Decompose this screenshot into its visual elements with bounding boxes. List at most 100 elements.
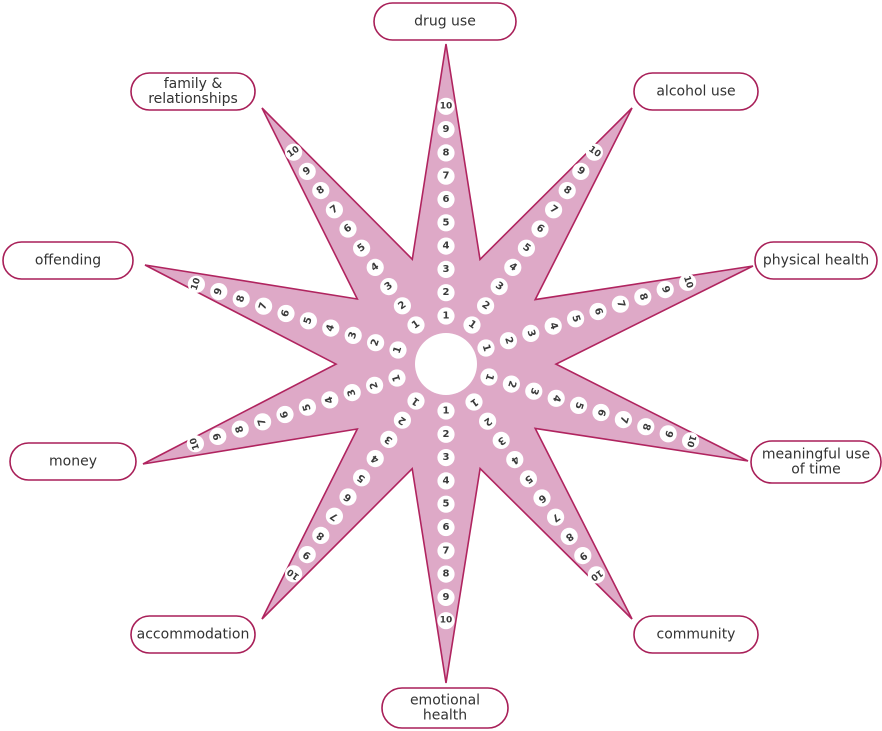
scale-point-emotional-health-6[interactable]: 6 <box>437 518 455 537</box>
scale-point-offending-3[interactable]: 3 <box>344 326 362 344</box>
scale-point-alcohol-use-6[interactable]: 6 <box>531 220 549 238</box>
scale-point-physical-health-1[interactable]: 1 <box>477 339 495 357</box>
scale-point-community-7[interactable]: 7 <box>547 508 565 526</box>
scale-point-meaningful-use-of-time-2[interactable]: 2 <box>502 375 520 393</box>
scale-point-meaningful-use-of-time-3[interactable]: 3 <box>525 382 543 400</box>
scale-point-alcohol-use-7[interactable]: 7 <box>545 201 563 219</box>
scale-point-family-relationships-8[interactable]: 8 <box>312 182 330 200</box>
scale-point-family-relationships-9[interactable]: 9 <box>298 162 316 180</box>
scale-point-drug-use-3[interactable]: 3 <box>437 260 455 278</box>
scale-point-drug-use-4[interactable]: 4 <box>437 237 455 255</box>
scale-point-family-relationships-1[interactable]: 1 <box>407 316 425 334</box>
scale-point-family-relationships-6[interactable]: 6 <box>339 220 357 238</box>
scale-point-money-1[interactable]: 1 <box>388 369 406 387</box>
scale-point-offending-5[interactable]: 5 <box>299 312 317 330</box>
scale-point-offending-10[interactable]: 10 <box>187 275 205 293</box>
scale-point-money-2[interactable]: 2 <box>366 376 384 394</box>
scale-point-emotional-health-3[interactable]: 3 <box>437 449 455 467</box>
scale-point-offending-8[interactable]: 8 <box>232 290 250 308</box>
scale-point-physical-health-6[interactable]: 6 <box>589 302 607 321</box>
scale-point-emotional-health-1[interactable]: 1 <box>437 402 455 420</box>
scale-point-community-5[interactable]: 5 <box>519 470 537 488</box>
scale-point-emotional-health-9[interactable]: 9 <box>437 588 455 606</box>
scale-point-family-relationships-3[interactable]: 3 <box>380 278 398 296</box>
scale-point-physical-health-3[interactable]: 3 <box>522 324 540 342</box>
scale-point-drug-use-8[interactable]: 8 <box>437 144 455 162</box>
scale-point-money-6[interactable]: 6 <box>276 405 294 424</box>
scale-point-meaningful-use-of-time-8[interactable]: 8 <box>637 418 655 436</box>
scale-point-community-10[interactable]: 10 <box>587 566 605 584</box>
scale-point-drug-use-2[interactable]: 2 <box>437 284 455 302</box>
scale-point-community-3[interactable]: 3 <box>492 431 510 449</box>
scale-point-community-4[interactable]: 4 <box>506 451 524 469</box>
scale-point-alcohol-use-10[interactable]: 10 <box>585 143 603 161</box>
scale-point-emotional-health-7[interactable]: 7 <box>437 542 455 560</box>
scale-point-family-relationships-10[interactable]: 10 <box>285 143 303 161</box>
scale-point-money-7[interactable]: 7 <box>254 413 272 431</box>
scale-point-physical-health-5[interactable]: 5 <box>567 310 585 328</box>
scale-point-drug-use-9[interactable]: 9 <box>437 121 455 139</box>
scale-point-alcohol-use-5[interactable]: 5 <box>517 239 535 257</box>
scale-point-emotional-health-5[interactable]: 5 <box>437 495 455 513</box>
scale-point-drug-use-6[interactable]: 6 <box>437 190 455 209</box>
scale-point-physical-health-9[interactable]: 9 <box>656 281 674 299</box>
scale-point-alcohol-use-9[interactable]: 9 <box>572 162 590 180</box>
scale-point-alcohol-use-1[interactable]: 1 <box>463 316 481 334</box>
scale-point-emotional-health-4[interactable]: 4 <box>437 472 455 490</box>
scale-point-accommodation-8[interactable]: 8 <box>312 526 330 544</box>
scale-point-community-9[interactable]: 9 <box>574 547 592 565</box>
scale-point-offending-2[interactable]: 2 <box>367 334 385 352</box>
scale-point-drug-use-10[interactable]: 10 <box>437 97 455 115</box>
scale-point-meaningful-use-of-time-10[interactable]: 10 <box>682 432 700 450</box>
scale-point-accommodation-10[interactable]: 10 <box>285 565 303 583</box>
scale-point-community-6[interactable]: 6 <box>533 489 551 507</box>
scale-point-family-relationships-4[interactable]: 4 <box>366 258 384 276</box>
scale-point-money-9[interactable]: 9 <box>209 427 227 445</box>
scale-point-family-relationships-7[interactable]: 7 <box>325 201 343 219</box>
scale-point-emotional-health-2[interactable]: 2 <box>437 425 455 443</box>
scale-point-accommodation-6[interactable]: 6 <box>339 488 357 506</box>
scale-point-drug-use-5[interactable]: 5 <box>437 214 455 232</box>
scale-point-physical-health-4[interactable]: 4 <box>544 317 562 335</box>
scale-point-drug-use-7[interactable]: 7 <box>437 167 455 185</box>
scale-point-meaningful-use-of-time-9[interactable]: 9 <box>659 425 677 443</box>
scale-point-accommodation-7[interactable]: 7 <box>325 507 343 525</box>
scale-point-offending-1[interactable]: 1 <box>389 341 407 359</box>
scale-point-accommodation-5[interactable]: 5 <box>353 469 371 487</box>
scale-point-alcohol-use-3[interactable]: 3 <box>490 278 508 296</box>
scale-point-emotional-health-8[interactable]: 8 <box>437 565 455 583</box>
scale-point-money-3[interactable]: 3 <box>343 384 361 402</box>
scale-point-alcohol-use-4[interactable]: 4 <box>504 258 522 276</box>
scale-point-community-8[interactable]: 8 <box>560 527 578 545</box>
scale-point-offending-9[interactable]: 9 <box>210 283 228 301</box>
scale-point-accommodation-4[interactable]: 4 <box>366 450 384 468</box>
scale-point-offending-4[interactable]: 4 <box>322 319 340 337</box>
scale-point-meaningful-use-of-time-1[interactable]: 1 <box>480 368 498 386</box>
scale-point-accommodation-3[interactable]: 3 <box>380 430 398 448</box>
scale-point-meaningful-use-of-time-4[interactable]: 4 <box>547 389 565 407</box>
scale-point-community-1[interactable]: 1 <box>465 393 483 411</box>
scale-point-family-relationships-5[interactable]: 5 <box>353 239 371 257</box>
scale-point-offending-6[interactable]: 6 <box>277 304 295 323</box>
scale-point-accommodation-2[interactable]: 2 <box>393 411 411 429</box>
scale-point-accommodation-1[interactable]: 1 <box>407 392 425 410</box>
scale-point-physical-health-8[interactable]: 8 <box>634 288 652 306</box>
scale-point-drug-use-1[interactable]: 1 <box>437 307 455 325</box>
scale-point-money-5[interactable]: 5 <box>298 398 316 416</box>
scale-point-meaningful-use-of-time-6[interactable]: 6 <box>592 403 610 422</box>
scale-point-community-2[interactable]: 2 <box>479 412 497 430</box>
scale-point-physical-health-10[interactable]: 10 <box>679 273 697 291</box>
scale-point-meaningful-use-of-time-7[interactable]: 7 <box>614 411 632 429</box>
scale-point-accommodation-9[interactable]: 9 <box>298 546 316 564</box>
scale-point-alcohol-use-8[interactable]: 8 <box>558 182 576 200</box>
scale-point-alcohol-use-2[interactable]: 2 <box>477 297 495 315</box>
scale-point-physical-health-2[interactable]: 2 <box>499 332 517 350</box>
scale-point-family-relationships-2[interactable]: 2 <box>393 297 411 315</box>
scale-point-physical-health-7[interactable]: 7 <box>611 295 629 313</box>
scale-point-emotional-health-10[interactable]: 10 <box>437 612 455 630</box>
scale-point-money-4[interactable]: 4 <box>321 391 339 409</box>
scale-point-money-8[interactable]: 8 <box>231 420 249 438</box>
scale-point-offending-7[interactable]: 7 <box>255 297 273 315</box>
scale-point-meaningful-use-of-time-5[interactable]: 5 <box>570 396 588 414</box>
scale-point-money-10[interactable]: 10 <box>186 435 204 453</box>
